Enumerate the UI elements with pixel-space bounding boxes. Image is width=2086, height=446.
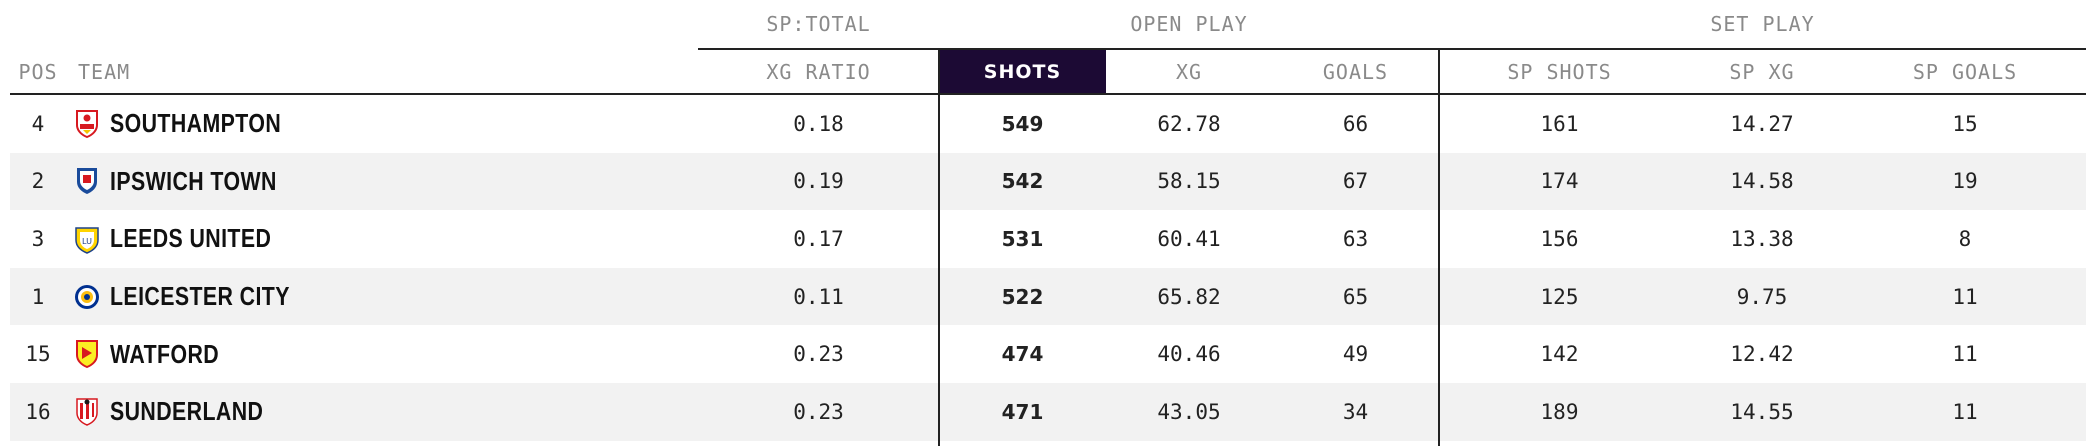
leeds-crest-icon: LU [74, 224, 100, 254]
xg-ratio-cell: 0.17 [793, 226, 844, 251]
shots-cell: 474 [1001, 342, 1044, 367]
team-name[interactable]: LEICESTER CITY [110, 281, 290, 312]
shots-cell: 549 [1001, 111, 1044, 136]
xg-cell: 43.05 [1157, 399, 1221, 424]
sp-shots-cell: 125 [1540, 284, 1579, 309]
sp-xg-cell: 13.38 [1730, 226, 1794, 251]
xg-ratio-cell: 0.18 [793, 111, 844, 136]
col-sp-xg[interactable]: SP XG [1729, 60, 1795, 84]
sp-goals-cell: 11 [1952, 342, 1978, 367]
header-underline [10, 93, 2086, 95]
col-sp-goals[interactable]: SP GOALS [1912, 60, 2018, 84]
shots-left-border [938, 50, 940, 446]
col-sp-shots[interactable]: SP SHOTS [1507, 60, 1612, 84]
set-play-divider [1438, 48, 1440, 446]
ipswich-crest-icon [74, 166, 100, 196]
pos-cell: 3 [31, 226, 45, 251]
sp-xg-cell: 9.75 [1736, 284, 1788, 309]
team-name[interactable]: IPSWICH TOWN [110, 165, 277, 196]
table-row[interactable]: 15 WATFORD 0.23 474 40.46 49 142 12.42 1… [10, 325, 2086, 383]
sunderland-crest-icon [74, 397, 100, 427]
shots-cell: 471 [1001, 399, 1044, 424]
goals-cell: 63 [1342, 226, 1369, 251]
xg-cell: 40.46 [1157, 342, 1221, 367]
table-row[interactable]: 3 LU LEEDS UNITED 0.17 531 60.41 63 156 … [10, 210, 2086, 268]
table-row[interactable]: 16 SUNDERLAND 0.23 471 43.05 34 189 14.5… [10, 382, 2086, 441]
col-xg[interactable]: XG [1175, 60, 1203, 84]
pos-cell: 16 [25, 399, 51, 424]
goals-cell: 67 [1342, 169, 1369, 194]
pos-cell: 15 [25, 342, 51, 367]
xg-ratio-cell: 0.11 [793, 284, 844, 309]
table-body: 4 SOUTHAMPTON 0.18 549 62.78 66 161 14.2… [10, 95, 2086, 441]
leicester-crest-icon [74, 282, 100, 312]
sp-goals-cell: 19 [1952, 169, 1978, 194]
sp-goals-cell: 8 [1958, 226, 1972, 251]
shots-cell: 522 [1001, 284, 1044, 309]
xg-ratio-cell: 0.19 [793, 169, 844, 194]
svg-text:LU: LU [82, 237, 92, 246]
team-cell[interactable]: LEICESTER CITY [74, 268, 329, 326]
sp-xg-cell: 12.42 [1730, 342, 1794, 367]
table-row[interactable]: 4 SOUTHAMPTON 0.18 549 62.78 66 161 14.2… [10, 95, 2086, 153]
xg-ratio-cell: 0.23 [793, 342, 844, 367]
goals-cell: 34 [1342, 399, 1369, 424]
sp-shots-cell: 156 [1540, 226, 1579, 251]
team-cell[interactable]: SOUTHAMPTON [74, 95, 319, 153]
team-name[interactable]: SUNDERLAND [110, 396, 264, 427]
group-underline [698, 48, 2086, 50]
xg-cell: 58.15 [1157, 169, 1221, 194]
team-name[interactable]: SOUTHAMPTON [110, 108, 282, 139]
team-cell[interactable]: WATFORD [74, 325, 243, 383]
team-name[interactable]: WATFORD [110, 338, 220, 369]
sp-shots-cell: 189 [1540, 399, 1579, 424]
pos-cell: 2 [31, 169, 45, 194]
team-cell[interactable]: IPSWICH TOWN [74, 153, 313, 211]
sp-goals-cell: 11 [1952, 399, 1978, 424]
team-cell[interactable]: SUNDERLAND [74, 383, 297, 441]
team-name[interactable]: LEEDS UNITED [110, 223, 272, 254]
xg-cell: 62.78 [1157, 111, 1221, 136]
table-row[interactable]: 1 LEICESTER CITY 0.11 522 65.82 65 125 9… [10, 267, 2086, 326]
shots-cell: 531 [1001, 226, 1044, 251]
table-row[interactable]: 2 IPSWICH TOWN 0.19 542 58.15 67 174 14.… [10, 152, 2086, 211]
pos-cell: 1 [31, 284, 45, 309]
sp-shots-cell: 142 [1540, 342, 1579, 367]
xg-cell: 60.41 [1157, 226, 1221, 251]
col-pos[interactable]: POS [18, 60, 58, 84]
group-header-row: SP:TOTAL OPEN PLAY SET PLAY [0, 0, 2086, 50]
sp-goals-cell: 11 [1952, 284, 1978, 309]
group-set-play: SET PLAY [1710, 12, 1815, 36]
xg-ratio-cell: 0.23 [793, 399, 844, 424]
goals-cell: 66 [1342, 111, 1369, 136]
southampton-crest-icon [74, 109, 100, 139]
sp-xg-cell: 14.58 [1730, 169, 1794, 194]
goals-cell: 49 [1342, 342, 1369, 367]
watford-crest-icon [74, 339, 100, 369]
sp-xg-cell: 14.27 [1730, 111, 1794, 136]
xg-cell: 65.82 [1157, 284, 1221, 309]
sp-xg-cell: 14.55 [1730, 399, 1794, 424]
sp-shots-cell: 161 [1540, 111, 1579, 136]
sp-goals-cell: 15 [1952, 111, 1978, 136]
shots-cell: 542 [1001, 169, 1044, 194]
col-goals[interactable]: GOALS [1322, 60, 1389, 84]
col-xg-ratio[interactable]: XG RATIO [766, 60, 871, 84]
group-open-play: OPEN PLAY [1130, 12, 1248, 36]
team-cell[interactable]: LU LEEDS UNITED [74, 210, 307, 268]
col-shots-sorted[interactable]: SHOTS [939, 50, 1106, 94]
sp-shots-cell: 174 [1540, 169, 1579, 194]
column-header-row: POS TEAM XG RATIO XG GOALS SP SHOTS SP X… [0, 50, 2086, 94]
group-sp-total: SP:TOTAL [766, 12, 871, 36]
col-team[interactable]: TEAM [78, 60, 131, 84]
pos-cell: 4 [31, 111, 45, 136]
goals-cell: 65 [1342, 284, 1369, 309]
